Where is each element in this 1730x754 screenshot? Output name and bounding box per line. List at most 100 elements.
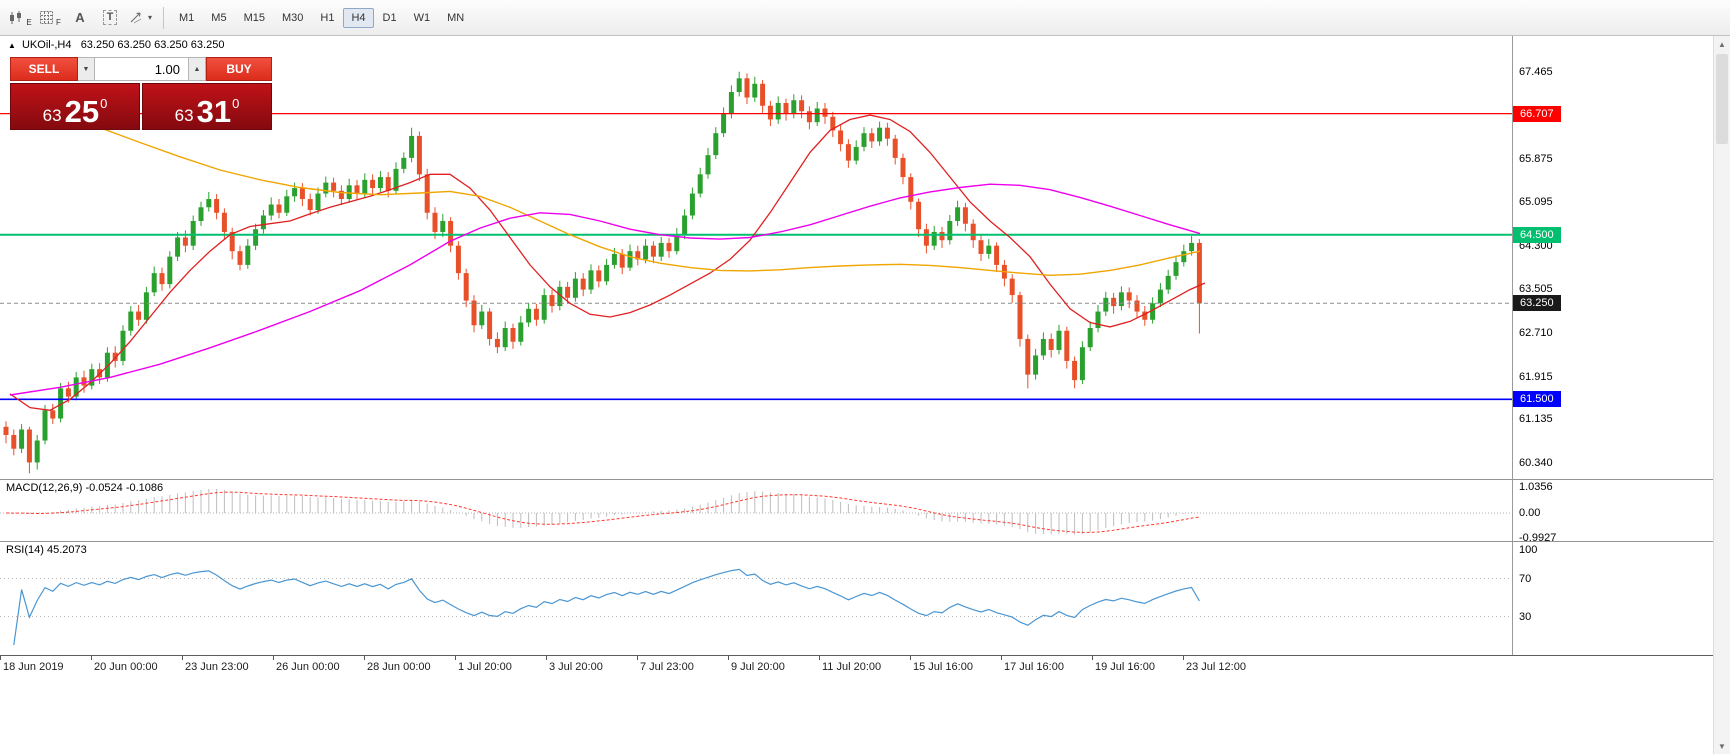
- rsi-panel-row: RSI(14) 45.2073 100 70 30: [0, 542, 1713, 656]
- macd-axis-label: 0.00: [1519, 507, 1541, 519]
- macd-histogram: [13, 488, 1200, 535]
- ask-price-point: 0: [232, 96, 240, 111]
- timeframe-button-h4[interactable]: H4: [343, 7, 374, 28]
- chart-window: ▲ UKOil-,H4 63.250 63.250 63.250 63.250 …: [0, 36, 1713, 754]
- time-axis-label: 17 Jul 16:00: [1004, 661, 1064, 673]
- vertical-scrollbar[interactable]: ▲ ▼: [1713, 36, 1730, 754]
- time-tick: [0, 656, 1, 660]
- one-click-trade-widget: SELL ▼ 1.00 ▲ BUY 63 25 0 63: [10, 57, 272, 130]
- macd-plot-area[interactable]: MACD(12,26,9) -0.0524 -0.1086: [0, 480, 1512, 541]
- time-axis-label: 23 Jul 12:00: [1186, 661, 1246, 673]
- ma-medium-orange: [59, 110, 1201, 277]
- price-axis-label: 65.875: [1519, 153, 1553, 166]
- macd-label: MACD(12,26,9) -0.0524 -0.1086: [6, 482, 164, 494]
- macd-chart-canvas[interactable]: [0, 480, 1512, 541]
- bid-price-pips: 25: [64, 93, 100, 129]
- rsi-axis-label: 30: [1519, 610, 1532, 623]
- time-axis-label: 28 Jun 00:00: [367, 661, 431, 673]
- time-axis-label: 26 Jun 00:00: [276, 661, 340, 673]
- chart-header: ▲ UKOil-,H4 63.250 63.250 63.250 63.250: [8, 39, 224, 51]
- ask-price-pips: 31: [196, 93, 232, 129]
- time-axis-label: 9 Jul 20:00: [731, 661, 785, 673]
- dropdown-caret-icon: ▾: [147, 13, 152, 22]
- ask-price-display[interactable]: 63 31 0: [142, 83, 272, 130]
- price-axis[interactable]: 67.465 65.875 65.095 64.300 63.505 62.710 61.9…: [1512, 36, 1713, 479]
- price-axis-label: 65.095: [1519, 196, 1553, 209]
- time-tick: [546, 656, 547, 660]
- font-tool-button[interactable]: A: [66, 5, 94, 31]
- time-axis[interactable]: 18 Jun 2019 20 Jun 00:00 23 Jun 23:00 26 Ju…: [0, 656, 1512, 678]
- chart-ohlc-values: 63.250 63.250 63.250 63.250: [80, 39, 225, 51]
- price-axis-label: 62.710: [1519, 326, 1553, 339]
- time-tick: [819, 656, 820, 660]
- ma-slow-magenta: [9, 183, 1201, 396]
- timeframe-button-w1[interactable]: W1: [413, 11, 431, 24]
- text-tool-label: T: [102, 10, 118, 25]
- chart-shift-tool-button[interactable]: E: [6, 5, 34, 31]
- cursor-tools-button[interactable]: ▾: [126, 5, 154, 31]
- rsi-axis-label: 100: [1519, 544, 1538, 556]
- macd-axis-label: -0.9927: [1519, 531, 1557, 541]
- price-plot-area[interactable]: ▲ UKOil-,H4 63.250 63.250 63.250 63.250 …: [0, 36, 1512, 479]
- time-tick: [182, 656, 183, 660]
- ma-fast-red: [9, 114, 1206, 411]
- time-axis-label: 20 Jun 00:00: [94, 661, 158, 673]
- bid-price-base: 63: [42, 106, 62, 125]
- time-tick: [91, 656, 92, 660]
- timeframe-button-m5[interactable]: M5: [211, 11, 227, 24]
- time-axis-row: 18 Jun 2019 20 Jun 00:00 23 Jun 23:00 26 Ju…: [0, 656, 1713, 678]
- time-axis-label: 1 Jul 20:00: [458, 661, 512, 673]
- volume-input[interactable]: 1.00: [95, 57, 189, 81]
- buy-button[interactable]: BUY: [206, 57, 272, 81]
- time-tick: [273, 656, 274, 660]
- arrows-icon: [130, 12, 142, 23]
- scroll-down-button[interactable]: ▼: [1718, 741, 1726, 751]
- timeframe-button-m1[interactable]: M1: [179, 11, 195, 24]
- price-axis-label: 61.135: [1519, 413, 1553, 426]
- rsi-line: [13, 568, 1200, 646]
- bottom-whitespace: [0, 678, 1713, 754]
- grid-tool-button[interactable]: F: [36, 5, 64, 31]
- scrollbar-thumb[interactable]: [1716, 54, 1728, 144]
- price-badge-63.250: 63.250: [1513, 295, 1561, 312]
- price-axis-label: 67.465: [1519, 66, 1553, 78]
- candlestick-series: [3, 71, 1202, 474]
- time-axis-label: 15 Jul 16:00: [913, 661, 973, 673]
- time-axis-label: 7 Jul 23:00: [640, 661, 694, 673]
- time-tick: [1001, 656, 1002, 660]
- text-label-tool-button[interactable]: T: [96, 5, 124, 31]
- toolbar-separator: [163, 6, 164, 29]
- ask-price-base: 63: [174, 106, 194, 125]
- time-axis-label: 23 Jun 23:00: [185, 661, 249, 673]
- price-chart-canvas[interactable]: [0, 36, 1512, 479]
- price-panel-row: ▲ UKOil-,H4 63.250 63.250 63.250 63.250 …: [0, 36, 1713, 480]
- time-axis-label: 19 Jul 16:00: [1095, 661, 1155, 673]
- time-axis-label: 18 Jun 2019: [3, 661, 64, 673]
- rsi-plot-area[interactable]: RSI(14) 45.2073: [0, 542, 1512, 655]
- scroll-up-button[interactable]: ▲: [1718, 39, 1726, 49]
- timeframe-group: M1 M5 M15 M30 H1 H4 D1 W1 MN: [171, 7, 473, 28]
- macd-axis: 1.0356 0.00 -0.9927: [1512, 480, 1713, 541]
- bid-price-display[interactable]: 63 25 0: [10, 83, 140, 130]
- candles-icon: [10, 10, 22, 24]
- timeframe-button-m15[interactable]: M15: [243, 11, 265, 24]
- font-tool-label: A: [75, 10, 85, 25]
- macd-axis-label: 1.0356: [1519, 481, 1553, 494]
- price-axis-label: 61.915: [1519, 370, 1553, 383]
- time-tick: [728, 656, 729, 660]
- volume-increase-button[interactable]: ▲: [189, 57, 206, 81]
- timeframe-button-h1[interactable]: H1: [320, 11, 335, 24]
- sell-button[interactable]: SELL: [10, 57, 78, 81]
- timeframe-button-m30[interactable]: M30: [281, 11, 304, 24]
- price-badge-64.500: 64.500: [1513, 226, 1561, 243]
- price-axis-label: 63.505: [1519, 283, 1553, 296]
- time-tick: [1183, 656, 1184, 660]
- timeframe-button-d1[interactable]: D1: [382, 11, 397, 24]
- tool-sub-label: F: [56, 18, 61, 27]
- time-axis-corner: [1512, 656, 1713, 678]
- timeframe-button-mn[interactable]: MN: [447, 11, 465, 24]
- tool-sub-label: E: [26, 18, 32, 27]
- volume-decrease-button[interactable]: ▼: [78, 57, 95, 81]
- rsi-chart-canvas[interactable]: [0, 542, 1512, 655]
